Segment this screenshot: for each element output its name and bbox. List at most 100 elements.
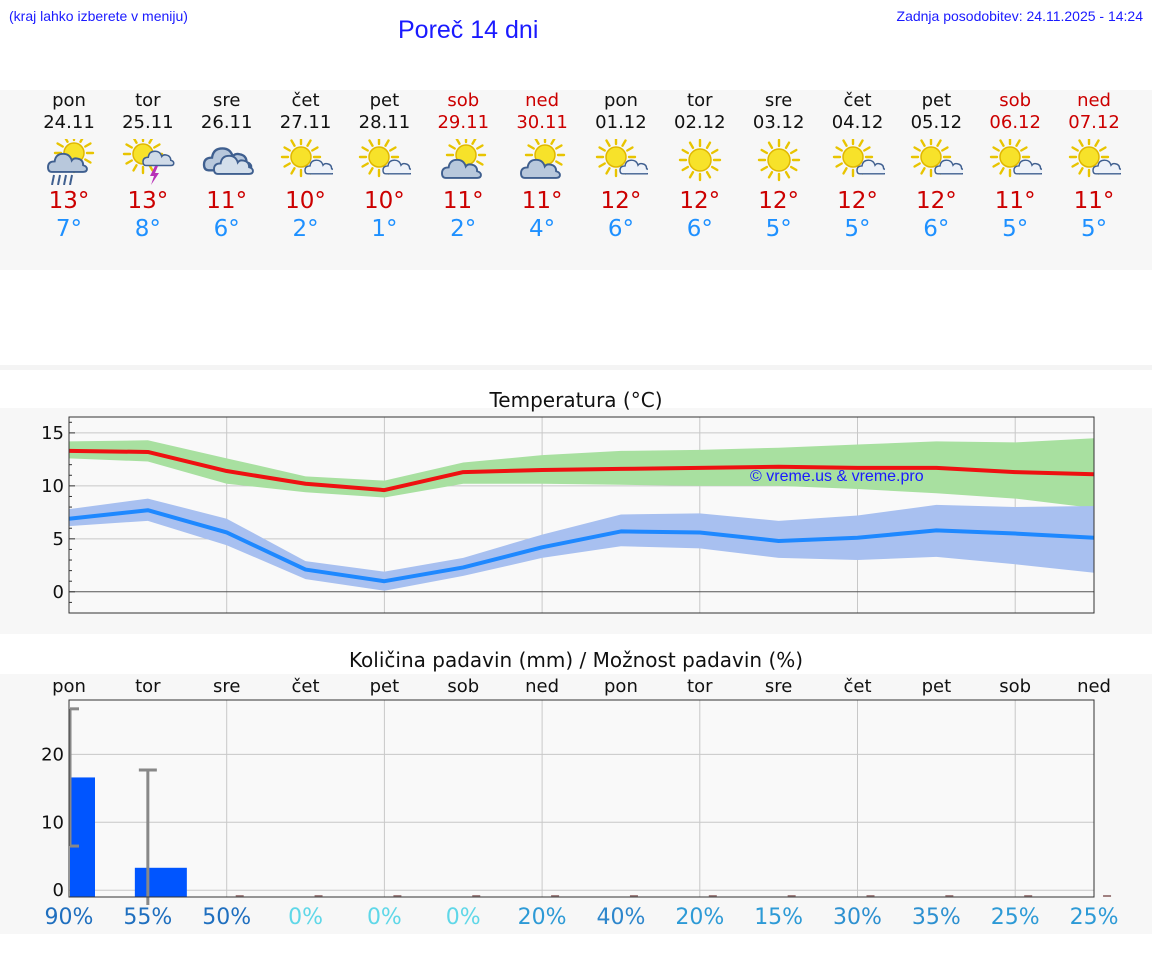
- x-tick-label: čet: [291, 676, 320, 697]
- temp-min: 4°: [529, 216, 556, 242]
- day-name: čet: [843, 90, 872, 111]
- day-name: čet: [291, 90, 320, 111]
- temp-min: 6°: [923, 216, 950, 242]
- temp-max: 11°: [206, 188, 248, 214]
- temp-max: 11°: [1073, 188, 1115, 214]
- day-name: pet: [921, 90, 952, 111]
- day-column: sre 26.11 11° 6°: [187, 90, 266, 243]
- plot-frame: [68, 416, 1095, 614]
- sun-icon: [678, 139, 721, 182]
- temperature-chart-title: Temperatura (°C): [489, 388, 663, 412]
- temp-max: 13°: [48, 188, 90, 214]
- max-temperature-line: [68, 448, 1095, 493]
- sun-cloud-thunder-icon: [122, 139, 175, 185]
- day-date: 28.11: [358, 112, 411, 133]
- temp-max: 12°: [758, 188, 800, 214]
- sun-small-cloud-icon: [911, 139, 964, 178]
- temp-min: 5°: [844, 216, 871, 242]
- day-column: pon 01.12 12° 6°: [581, 90, 660, 243]
- x-tick-label: pet: [921, 676, 952, 697]
- precipitation-probability: 30%: [833, 905, 882, 930]
- sun-small-cloud-icon: [1068, 139, 1122, 178]
- precipitation-probability: 0%: [288, 905, 323, 930]
- page-title: Poreč 14 dni: [398, 16, 539, 44]
- y-tick-label: 0: [53, 582, 64, 603]
- temp-max: 10°: [364, 188, 405, 214]
- temp-max: 11°: [521, 188, 563, 214]
- sun-cloud-icon: [520, 139, 566, 179]
- x-tick-label: sre: [212, 676, 241, 697]
- precipitation-chart-title: Količina padavin (mm) / Možnost padavin …: [348, 648, 804, 672]
- y-tick-label: 10: [41, 812, 64, 833]
- x-tick-label: sob: [447, 676, 480, 697]
- sun-small-cloud-icon: [832, 139, 885, 178]
- temp-min: 2°: [450, 216, 477, 242]
- plot-frame: [68, 699, 1095, 898]
- y-tick-label: 20: [41, 744, 64, 765]
- day-column: pet 05.12 12° 6°: [897, 90, 976, 243]
- sun-small-cloud-icon: [280, 139, 333, 178]
- day-date: 03.12: [752, 112, 805, 133]
- day-name: pet: [369, 90, 400, 111]
- day-name: sob: [447, 90, 480, 111]
- separator: [0, 365, 1152, 370]
- sun-cloud-rain-icon: [47, 139, 95, 185]
- x-tick-label: sob: [999, 676, 1032, 697]
- y-tick-label: 5: [53, 529, 64, 550]
- y-tick-label: 10: [41, 476, 64, 497]
- temp-max: 12°: [915, 188, 957, 214]
- day-date: 29.11: [437, 112, 490, 133]
- temp-min: 7°: [55, 216, 83, 242]
- temp-max: 12°: [600, 188, 642, 214]
- day-column: tor 02.12 12° 6°: [660, 90, 739, 243]
- precipitation-chart: 0 10 20: [41, 699, 1112, 905]
- precipitation-probability: 20%: [675, 905, 725, 930]
- sun-small-cloud-icon: [595, 139, 648, 178]
- x-tick-label: čet: [843, 676, 872, 697]
- day-column: sre 03.12 12° 5°: [739, 90, 818, 243]
- day-date: 06.12: [989, 112, 1041, 133]
- day-column: ned 07.12 11° 5°: [1055, 90, 1134, 243]
- temp-min: 2°: [292, 216, 319, 242]
- temp-max: 11°: [442, 188, 484, 214]
- day-name: ned: [1077, 90, 1111, 111]
- min-temperature-line: [68, 508, 1095, 584]
- daily-forecast: pon 24.11 13° 7° tor 25.11 13° 8° sre 26…: [0, 90, 1152, 270]
- x-tick-label: ned: [525, 676, 560, 697]
- day-date: 07.12: [1068, 112, 1120, 133]
- temp-min: 1°: [371, 216, 398, 242]
- x-tick-label: tor: [687, 676, 713, 697]
- precipitation-bar: [134, 867, 187, 897]
- temp-min: 8°: [134, 216, 161, 242]
- precipitation-probability: 90%: [44, 905, 94, 930]
- y-tick-label: 15: [41, 423, 64, 444]
- max-range-band: [69, 438, 1095, 509]
- day-date: 25.11: [122, 112, 174, 133]
- precipitation-probability: 0%: [445, 905, 481, 930]
- day-column: pon 24.11 13° 7°: [30, 90, 109, 243]
- day-column: sob 29.11 11° 2°: [424, 90, 503, 243]
- day-date: 24.11: [43, 112, 95, 133]
- precipitation-bar: [70, 777, 95, 897]
- min-range-band: [69, 498, 1095, 591]
- day-date: 05.12: [910, 112, 963, 133]
- temp-min: 6°: [607, 216, 634, 242]
- precipitation-probability: 50%: [202, 905, 252, 930]
- temp-max: 13°: [127, 188, 169, 214]
- day-column: čet 27.11 10° 2°: [266, 90, 345, 243]
- day-date: 27.11: [279, 112, 332, 133]
- day-name: tor: [687, 90, 713, 111]
- location-hint: (kraj lahko izberete v meniju): [9, 8, 188, 24]
- day-name: tor: [135, 90, 161, 111]
- precipitation-probability: 40%: [596, 905, 646, 930]
- precipitation-probability: 15%: [754, 905, 804, 930]
- temp-min: 6°: [213, 216, 240, 242]
- day-date: 04.12: [831, 112, 884, 133]
- day-column: pet 28.11 10° 1°: [345, 90, 424, 243]
- y-tick-label: 0: [53, 880, 64, 901]
- day-name: sob: [999, 90, 1032, 111]
- day-column: ned 30.11 11° 4°: [503, 90, 582, 243]
- temp-min: 5°: [765, 216, 792, 242]
- x-tick-label: sre: [764, 676, 793, 697]
- sun-icon: [757, 139, 800, 182]
